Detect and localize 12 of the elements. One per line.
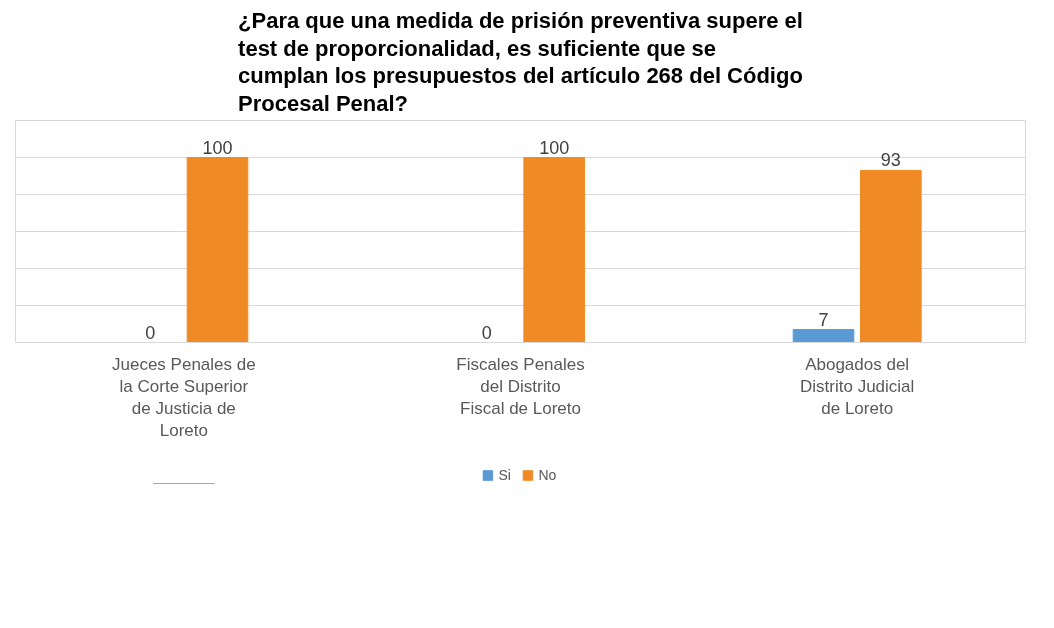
x-tick-label: Fiscales Penales del Distrito Fiscal de Loreto [456,355,585,418]
x-tick-label: Jueces Penales de la Corte Superior de Justicia de Loreto [112,355,256,440]
data-label: 0 [145,322,156,343]
data-label: 93 [880,150,901,171]
legend-label: Si [498,467,512,483]
chart-title: ¿Para que una medida de prisión preventiva supere el test de proporcionalidad, es suficiente que se cumplan los presupuestos del artículo 268 del Código Procesal Penal? [238,8,803,116]
x-tick-label: Abogados del Distrito Judicial de Loreto [800,355,915,418]
data-label: 7 [818,309,829,330]
legend-label: No [538,467,558,483]
data-label: 0 [481,322,492,343]
data-label: 100 [539,137,570,158]
data-label: 100 [202,137,233,158]
